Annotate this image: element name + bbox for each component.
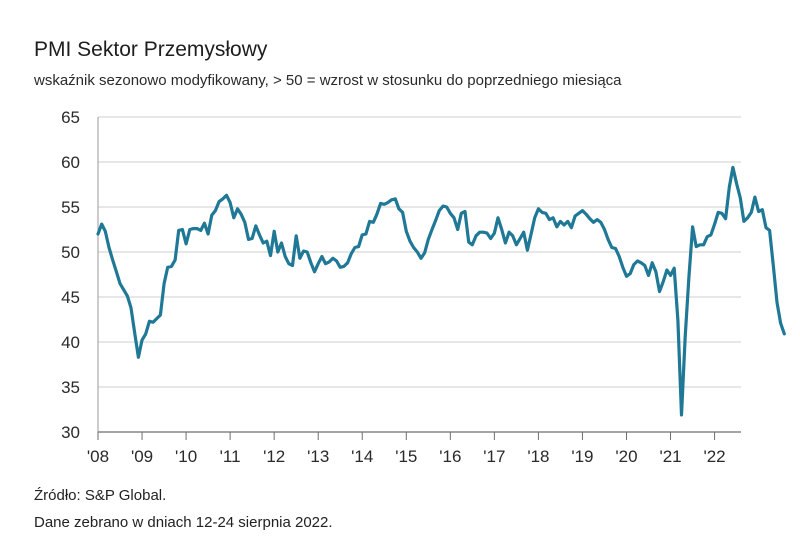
- x-tick-label: '21: [659, 447, 681, 466]
- x-axis: '08 '09 '10 '11 '12 '13 '14 '15 '16 '17 '18 '19 '20 '…: [87, 431, 741, 466]
- x-tick-label: '08: [87, 447, 109, 466]
- x-tick-label: '13: [307, 447, 329, 466]
- y-tick-label: 55: [61, 198, 80, 217]
- x-tick-label: '18: [527, 447, 549, 466]
- x-tick-label: '15: [395, 447, 417, 466]
- chart-subtitle: wskaźnik sezonowo modyfikowany, > 50 = w…: [34, 72, 622, 89]
- y-tick-label: 30: [61, 423, 80, 442]
- y-tick-label: 35: [61, 378, 80, 397]
- source-note: Źródło: S&P Global.: [34, 487, 167, 504]
- x-tick-label: '16: [439, 447, 461, 466]
- x-tick-label: '10: [175, 447, 197, 466]
- x-tick-label: '11: [220, 447, 241, 466]
- y-axis: 30 35 40 45 50 55 60 65: [61, 108, 99, 442]
- x-tick-label: '19: [571, 447, 593, 466]
- series-group: [96, 165, 786, 417]
- x-tick-label: '14: [351, 447, 373, 466]
- y-tick-label: 45: [61, 288, 80, 307]
- x-tick-label: '22: [703, 447, 725, 466]
- series-line-pmi: [96, 165, 786, 417]
- y-tick-label: 50: [61, 243, 80, 262]
- x-tick-label: '12: [263, 447, 285, 466]
- x-tick-label: '17: [483, 447, 505, 466]
- x-tick-label: '09: [131, 447, 153, 466]
- y-tick-label: 65: [61, 108, 80, 127]
- y-tick-label: 40: [61, 333, 80, 352]
- x-tick-label: '20: [615, 447, 637, 466]
- grid-lines: [98, 116, 741, 388]
- collection-note: Dane zebrano w dniach 12-24 sierpnia 202…: [34, 514, 333, 531]
- y-tick-label: 60: [61, 153, 80, 172]
- chart-title: PMI Sektor Przemysłowy: [34, 38, 268, 61]
